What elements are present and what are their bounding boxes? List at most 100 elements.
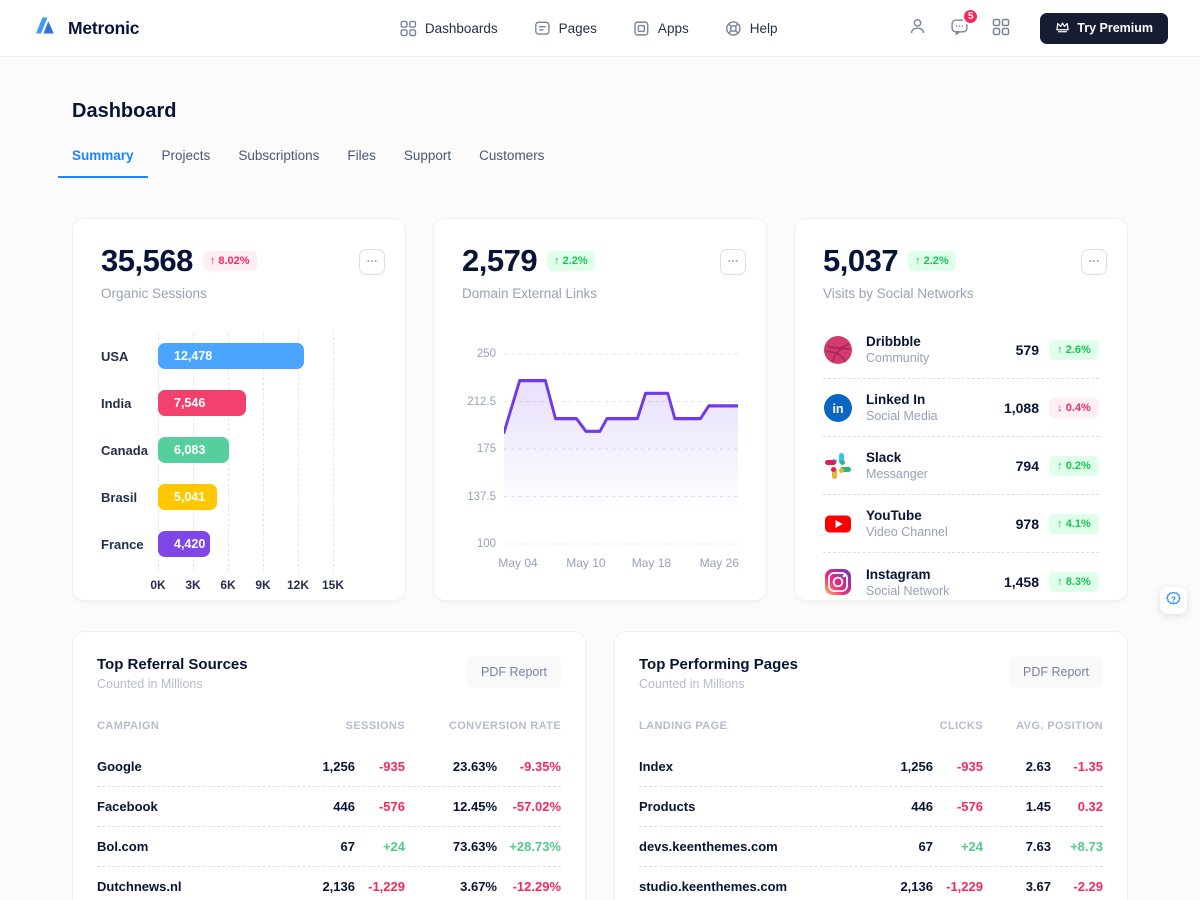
tab-files[interactable]: Files	[347, 148, 376, 163]
tab-subscriptions[interactable]: Subscriptions	[238, 148, 320, 163]
social-item-category: Video Channel	[866, 525, 948, 539]
row-delta: -57.02%	[512, 799, 561, 814]
card-menu-button[interactable]	[359, 249, 385, 275]
nav-item-help[interactable]: Help	[725, 20, 777, 37]
ellipsis-icon	[1086, 253, 1102, 272]
table-row: Bol.com 67 +24 73.63% +28.73%	[97, 827, 561, 867]
row-delta: -1.35	[1073, 759, 1103, 774]
chat-button[interactable]: 5	[950, 8, 980, 39]
nav-label: Pages	[558, 20, 597, 36]
y-axis-tick: 175	[476, 443, 496, 455]
ellipsis-icon	[725, 253, 741, 272]
nav-item-pages[interactable]: Pages	[534, 20, 597, 37]
social-item-stats: 978 ↑ 4.1%	[1016, 513, 1099, 534]
bar-row: Canada 6,083	[101, 437, 333, 463]
premium-label: Try Premium	[1077, 21, 1153, 35]
social-item-meta: Dribbble Community	[866, 334, 929, 365]
domain-links-line-chart: 250 212.5 175 137.5 100 May 04 May 10 May 18 Ma…	[462, 348, 739, 574]
bar-category-label: USA	[101, 348, 129, 364]
card-menu-button[interactable]	[1081, 249, 1107, 275]
social-item-delta-badge: ↑ 4.1%	[1049, 513, 1099, 534]
table-body: Index 1,256 -935 2.63 -1.35 Products 446 -576 1.…	[639, 747, 1103, 900]
table-title: Top Referral Sources	[97, 656, 248, 673]
row-value: 2,136	[900, 879, 933, 894]
main-nav: Dashboards Pages Apps Help	[400, 20, 777, 37]
nav-item-dashboards[interactable]: Dashboards	[400, 20, 498, 37]
pdf-report-button[interactable]: PDF Report	[467, 656, 561, 688]
gridline-vertical	[298, 332, 299, 572]
bar-track: 4,420	[158, 531, 333, 557]
social-item-meta: Slack Messanger	[866, 450, 928, 481]
social-item-value: 1,088	[1003, 399, 1039, 416]
x-axis-tick: May 26	[699, 556, 739, 570]
nav-item-apps[interactable]: Apps	[633, 20, 689, 37]
card-menu-button[interactable]	[720, 249, 746, 275]
tab-projects[interactable]: Projects	[161, 148, 211, 163]
try-premium-button[interactable]: Try Premium	[1040, 12, 1168, 44]
row-name: studio.keenthemes.com	[639, 879, 788, 894]
pages-icon	[534, 20, 551, 37]
x-axis-tick: 15K	[321, 578, 345, 592]
user-button[interactable]	[908, 17, 927, 39]
social-list: Dribbble Community 579 ↑ 2.6% in Linked In Soc…	[823, 321, 1099, 600]
apps-grid-icon	[992, 18, 1010, 39]
dashboards-icon	[400, 20, 417, 37]
bar-value-label: 5,041	[174, 490, 206, 504]
row-value: 1.45	[1025, 799, 1051, 814]
row-delta: -12.29%	[512, 879, 561, 894]
table-row: Google 1,256 -935 23.63% -9.35%	[97, 747, 561, 787]
bar-track: 6,083	[158, 437, 333, 463]
row-delta: -1,229	[368, 879, 405, 894]
row-value: 1,256	[322, 759, 355, 774]
social-item-name: Instagram	[866, 566, 931, 582]
tab-customers[interactable]: Customers	[479, 148, 545, 163]
table-header: CAMPAIGN SESSIONS CONVERSION RATE	[97, 705, 561, 747]
row-value: 23.63%	[452, 759, 497, 774]
x-axis-tick: 9K	[255, 578, 271, 592]
svg-text:?: ?	[1171, 595, 1176, 604]
row-delta: -2.29	[1073, 879, 1103, 894]
row-value: 3.67%	[460, 879, 497, 894]
social-item-delta-badge: ↑ 2.6%	[1049, 339, 1099, 360]
tab-support[interactable]: Support	[403, 148, 452, 163]
row-value: 67	[918, 839, 933, 854]
row-value: 446	[333, 799, 355, 814]
row-delta: -9.35%	[519, 759, 561, 774]
row-value: 2.63	[1025, 759, 1051, 774]
table-row: Index 1,256 -935 2.63 -1.35	[639, 747, 1103, 787]
row-name: Facebook	[97, 799, 158, 814]
bar-row: France 4,420	[101, 531, 333, 557]
tab-summary[interactable]: Summary	[58, 148, 148, 178]
bar-track: 12,478	[158, 343, 333, 369]
notification-badge: 5	[962, 8, 980, 25]
ellipsis-icon	[364, 253, 380, 272]
table-body: Google 1,256 -935 23.63% -9.35% Facebook 446 -5…	[97, 747, 561, 900]
domain-links-subtitle: Domain External Links	[462, 286, 598, 301]
x-axis-tick: May 04	[498, 556, 538, 570]
linkedin-icon: in	[823, 393, 853, 423]
social-item-stats: 1,088 ↓ 0.4%	[1003, 397, 1099, 418]
table-header: LANDING PAGE CLICKS AVG. POSITION	[639, 705, 1103, 747]
help-badge-icon: ?	[1165, 591, 1182, 611]
bar-row: India 7,546	[101, 390, 333, 416]
social-item-stats: 1,458 ↑ 8.3%	[1004, 572, 1099, 592]
row-delta: -576	[378, 799, 405, 814]
y-axis-tick: 137.5	[467, 490, 496, 503]
social-visits-value: 5,037	[823, 243, 899, 278]
bar-value-label: 4,420	[174, 537, 206, 551]
brand-logo[interactable]: Metronic	[32, 12, 140, 44]
row-name: Dutchnews.nl	[97, 879, 182, 894]
table-row: Products 446 -576 1.45 0.32	[639, 787, 1103, 827]
floating-help-button[interactable]: ?	[1160, 587, 1187, 614]
table-title: Top Performing Pages	[639, 656, 798, 673]
x-axis-tick: May 10	[566, 556, 606, 570]
tables-row: Top Referral Sources Counted in Millions…	[72, 631, 1128, 900]
organic-sessions-value: 35,568	[101, 243, 193, 278]
y-axis-tick: 250	[476, 348, 496, 360]
apps-grid-button[interactable]	[992, 18, 1010, 39]
pdf-report-button[interactable]: PDF Report	[1009, 656, 1103, 688]
line-chart-xlabels: May 04 May 10 May 18 May 26	[498, 556, 739, 574]
bar-value-label: 12,478	[174, 349, 213, 363]
social-item-category: Messanger	[866, 467, 928, 481]
row-value: 2,136	[322, 879, 355, 894]
